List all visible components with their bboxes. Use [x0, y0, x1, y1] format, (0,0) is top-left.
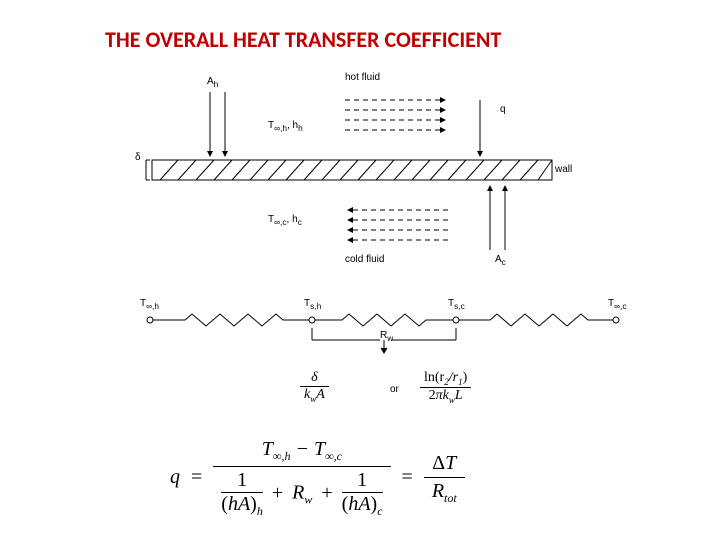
main-equation: q = T∞,h − T∞,c 1 (hA)h + Rw + 1 (hA)c =… [170, 436, 465, 521]
rw-cyl-formula: ln(r2/r1) 2πkwL [420, 370, 471, 405]
delta-label: δ [135, 152, 141, 163]
rw-plane-formula: δ kwA [300, 370, 329, 404]
tinfc-hc-label: T∞,c, hc [268, 214, 302, 227]
or-label: or [390, 384, 399, 395]
node-tsc-label: Ts,c [448, 298, 465, 311]
node-tinfh-label: T∞,h [140, 298, 159, 311]
ah-arrows [210, 92, 225, 156]
cold-fluid-label: cold fluid [345, 254, 384, 265]
ac-label: Ac [495, 254, 506, 267]
ac-arrows [490, 186, 505, 250]
q-label: q [500, 104, 506, 115]
rw-label: Rw [380, 330, 393, 343]
cold-fluid-arrows [348, 210, 448, 240]
hot-fluid-label: hot fluid [345, 72, 380, 83]
wall-shape [152, 160, 552, 180]
delta-bracket [146, 160, 150, 180]
ah-label: Ah [207, 76, 218, 89]
hot-fluid-arrows [345, 100, 445, 130]
tinfh-hh-label: T∞,h, hh [268, 120, 303, 133]
wall-label: wall [555, 164, 572, 175]
node-tsh-label: Ts,h [304, 298, 321, 311]
node-tinfc-label: T∞,c [608, 298, 627, 311]
